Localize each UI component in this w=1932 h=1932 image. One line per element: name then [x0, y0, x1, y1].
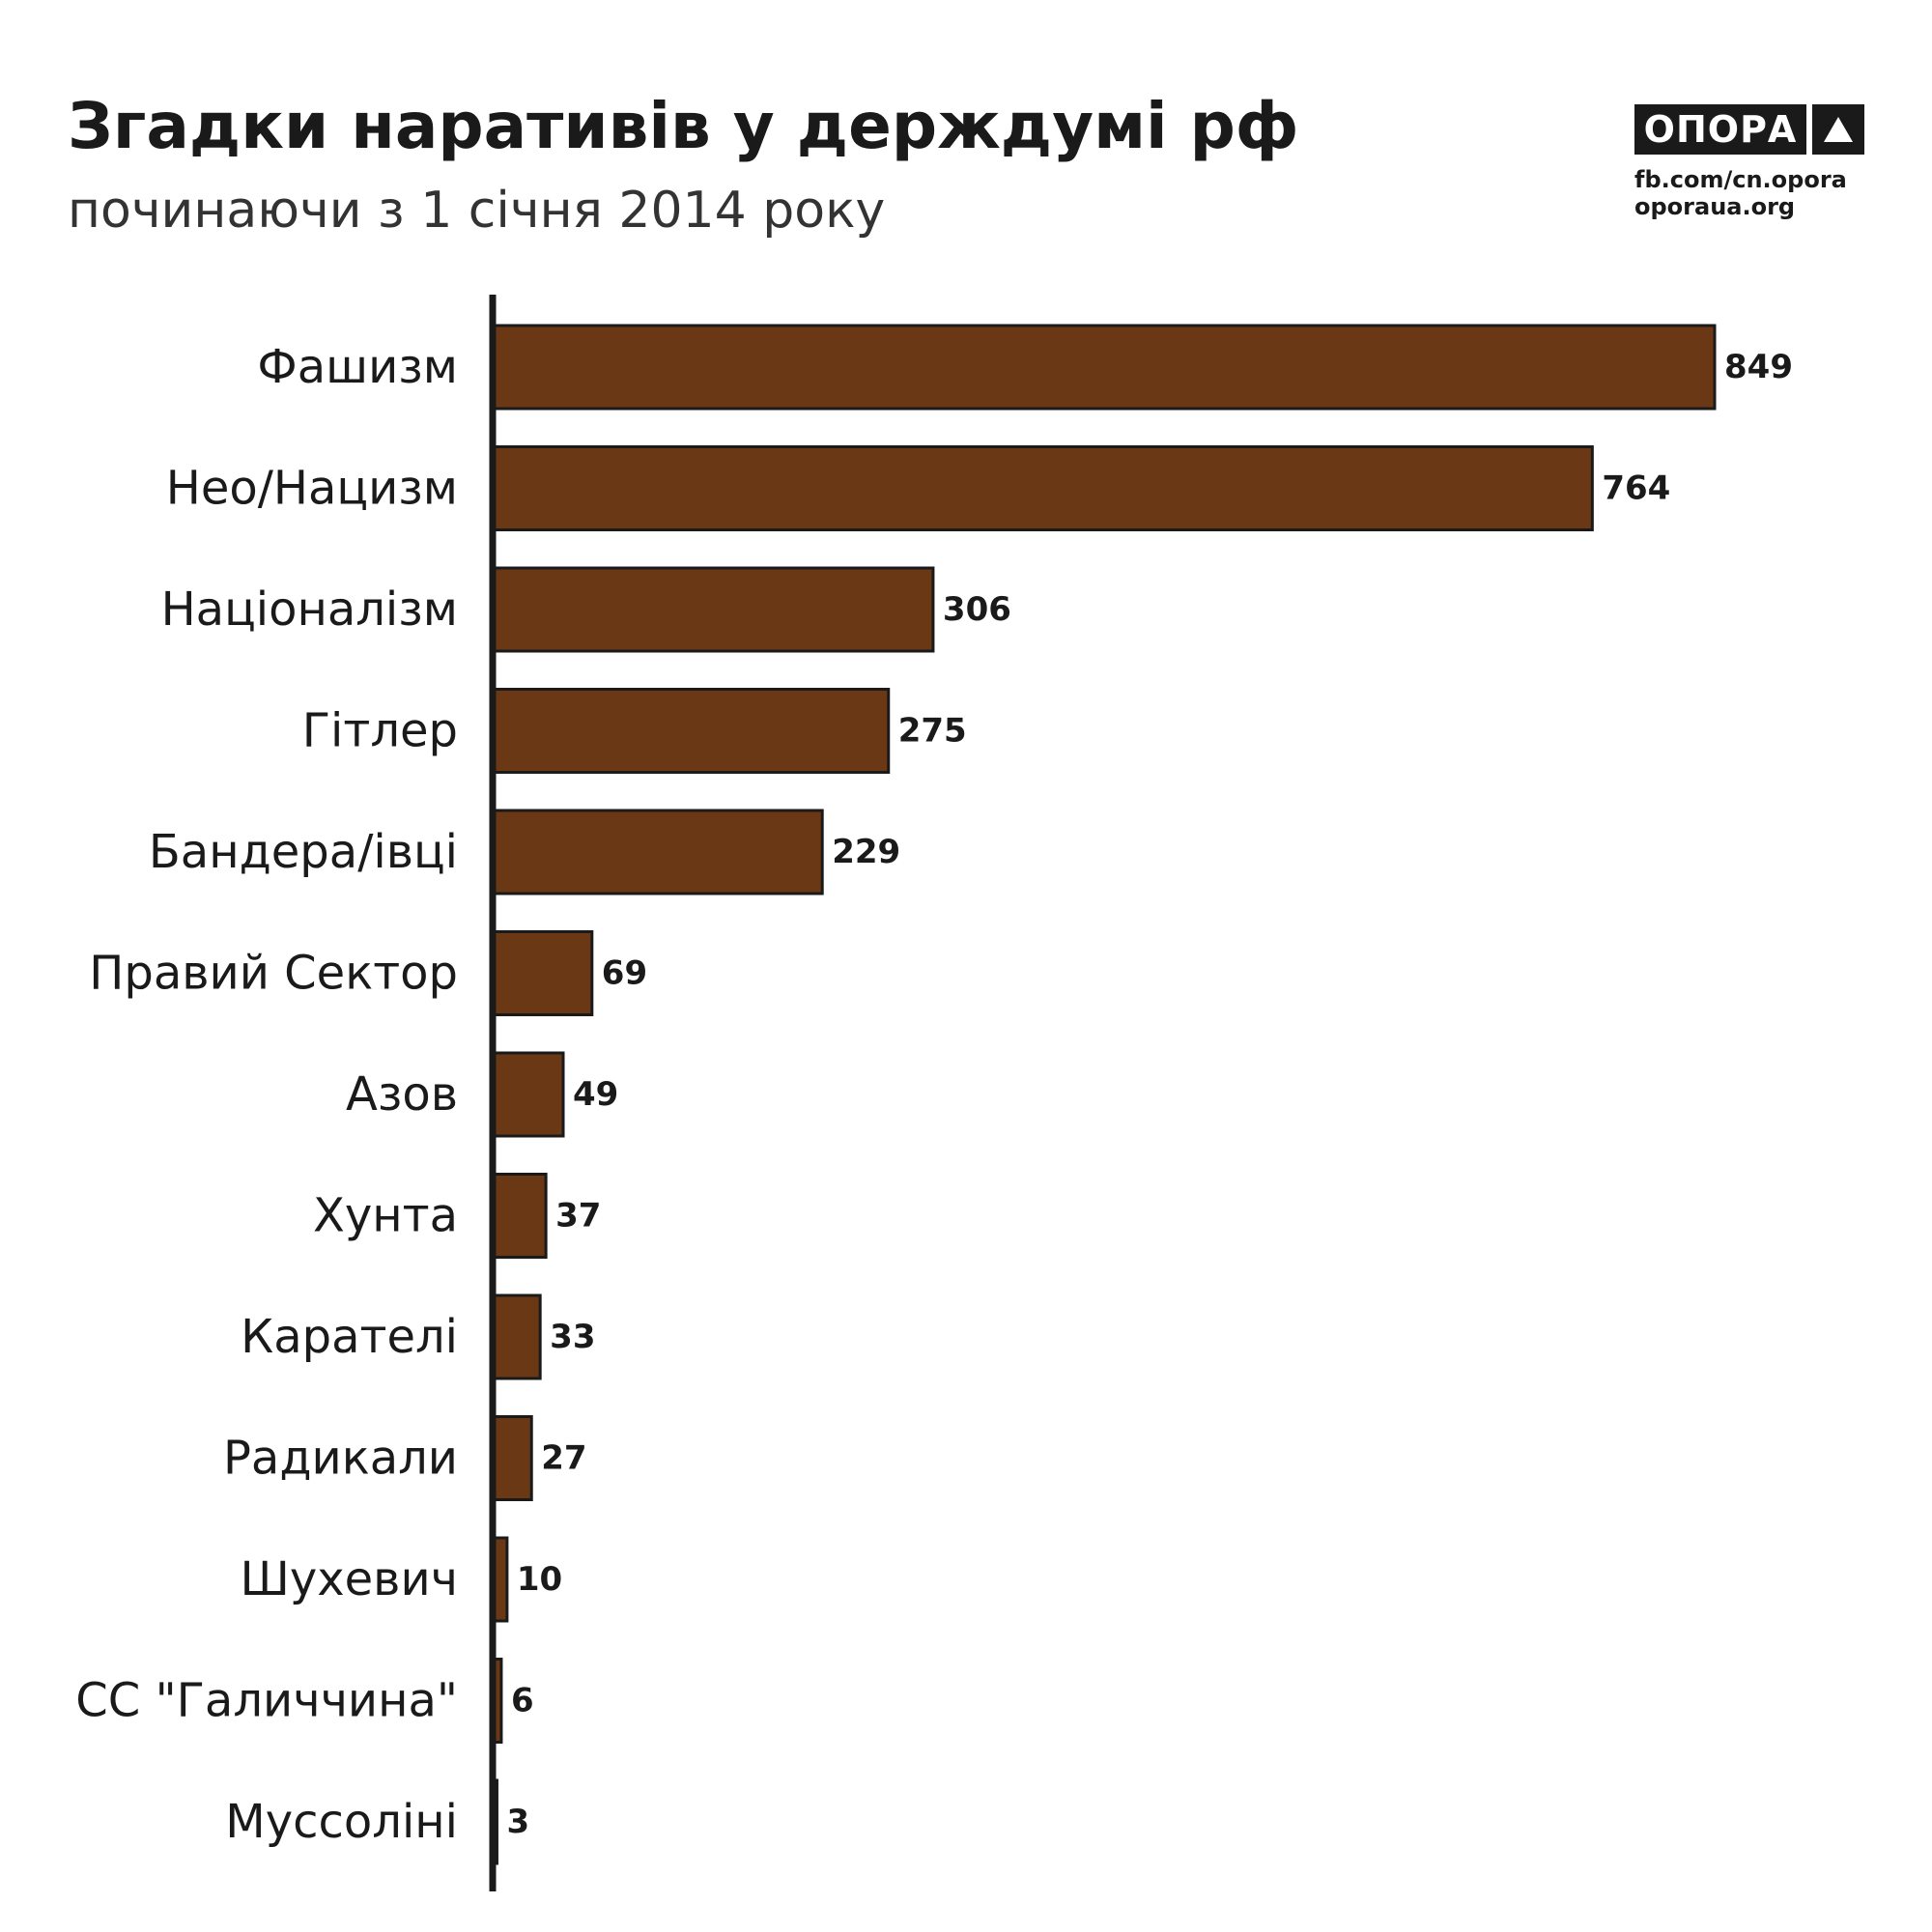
- category-label-12: Муссоліні: [225, 1795, 458, 1849]
- chart-subtitle: починаючи з 1 січня 2014 року: [68, 182, 886, 240]
- category-label-1: Нео/Нацизм: [166, 462, 458, 516]
- bar-5: [491, 930, 594, 1016]
- value-label-1: 764: [1602, 469, 1670, 508]
- value-label-10: 10: [517, 1560, 562, 1599]
- facebook-link[interactable]: fb.com/cn.opora: [1634, 166, 1847, 193]
- category-label-6: Азов: [346, 1067, 458, 1122]
- value-label-2: 306: [943, 590, 1011, 629]
- bar-3: [491, 688, 891, 774]
- bar-4: [491, 809, 824, 895]
- value-label-12: 3: [506, 1803, 529, 1841]
- value-label-7: 37: [555, 1197, 601, 1236]
- website-link[interactable]: oporaua.org: [1634, 193, 1796, 220]
- value-label-11: 6: [511, 1682, 534, 1720]
- logo-text: ОПОРА: [1634, 104, 1806, 155]
- category-label-2: Націоналізм: [161, 582, 458, 637]
- bar-1: [491, 445, 1594, 531]
- bar-8: [491, 1293, 542, 1380]
- bar-9: [491, 1415, 533, 1501]
- category-label-7: Хунта: [313, 1189, 458, 1243]
- value-label-6: 49: [573, 1075, 618, 1114]
- value-label-9: 27: [541, 1439, 586, 1478]
- value-label-0: 849: [1724, 348, 1793, 386]
- category-label-11: СС "Галиччина": [75, 1674, 458, 1728]
- value-label-8: 33: [550, 1318, 595, 1356]
- value-label-3: 275: [898, 712, 967, 751]
- value-label-4: 229: [832, 833, 900, 871]
- category-label-8: Карателі: [241, 1310, 458, 1364]
- category-label-5: Правий Сектор: [89, 947, 458, 1001]
- category-label-10: Шухевич: [240, 1552, 458, 1606]
- category-label-0: Фашизм: [257, 340, 458, 394]
- triangle-up-icon: [1812, 104, 1864, 155]
- bar-2: [491, 566, 935, 653]
- chart-title: Згадки наративів у держдумі рф: [68, 89, 1299, 163]
- value-label-5: 69: [602, 954, 647, 993]
- category-label-9: Радикали: [223, 1432, 458, 1486]
- opora-logo: ОПОРА: [1634, 104, 1864, 155]
- category-label-4: Бандера/івці: [149, 825, 458, 879]
- category-label-3: Гітлер: [302, 704, 458, 758]
- bar-0: [491, 324, 1717, 411]
- bar-7: [491, 1173, 548, 1259]
- bar-6: [491, 1051, 565, 1138]
